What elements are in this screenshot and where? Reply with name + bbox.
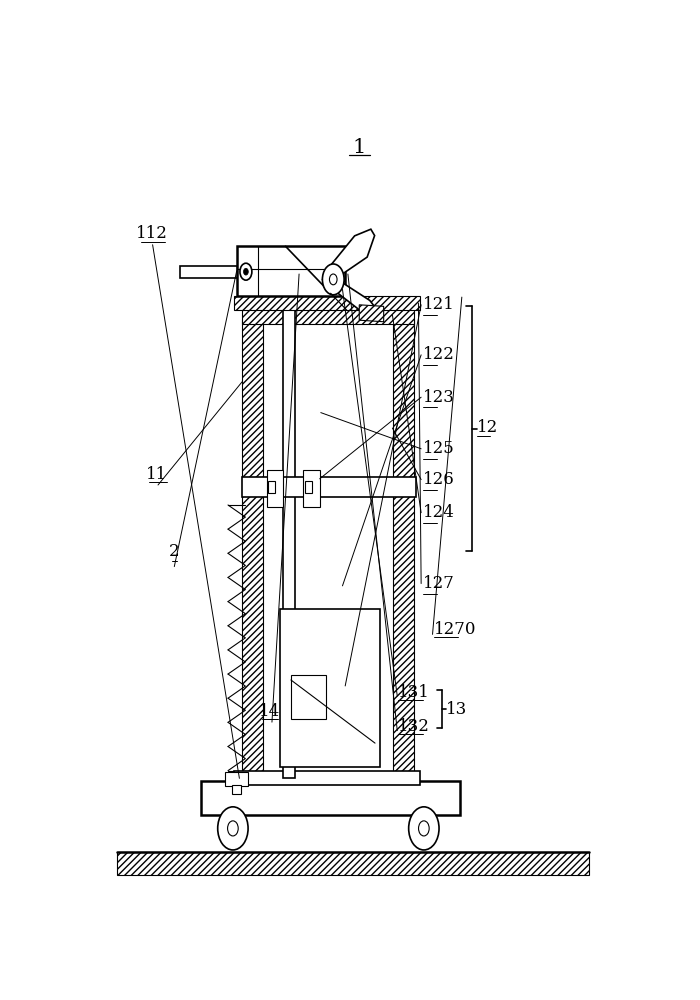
Bar xyxy=(305,481,312,493)
Bar xyxy=(202,781,460,815)
Circle shape xyxy=(330,274,337,285)
Text: 1: 1 xyxy=(352,138,365,157)
Text: 132: 132 xyxy=(398,718,430,735)
Circle shape xyxy=(218,807,248,850)
Bar xyxy=(280,609,381,767)
Bar xyxy=(180,266,237,278)
Text: 2: 2 xyxy=(169,543,180,560)
Text: 12: 12 xyxy=(477,420,498,436)
Bar xyxy=(242,307,414,324)
Text: 125: 125 xyxy=(423,440,454,457)
Text: 1270: 1270 xyxy=(433,621,476,638)
Bar xyxy=(234,771,419,785)
Circle shape xyxy=(409,807,439,850)
Bar xyxy=(267,470,283,507)
Circle shape xyxy=(419,821,429,836)
Circle shape xyxy=(240,263,252,280)
Bar xyxy=(242,320,262,778)
Bar xyxy=(237,246,345,296)
Bar xyxy=(234,296,419,310)
Text: 14: 14 xyxy=(258,703,280,720)
Text: 123: 123 xyxy=(423,389,454,406)
Text: 124: 124 xyxy=(423,504,454,521)
Circle shape xyxy=(228,821,238,836)
Text: 112: 112 xyxy=(136,225,167,242)
Text: 121: 121 xyxy=(423,296,454,313)
Text: 131: 131 xyxy=(398,684,430,701)
Text: 11: 11 xyxy=(146,466,167,483)
Text: 127: 127 xyxy=(423,575,454,592)
Bar xyxy=(291,675,326,719)
Bar xyxy=(393,320,414,778)
Bar xyxy=(232,785,241,794)
Text: 122: 122 xyxy=(423,346,454,363)
Polygon shape xyxy=(359,305,384,322)
Circle shape xyxy=(323,264,344,295)
Bar xyxy=(118,852,589,875)
Circle shape xyxy=(244,268,248,275)
Bar xyxy=(268,481,274,493)
Bar xyxy=(303,470,320,507)
Polygon shape xyxy=(328,273,377,318)
Polygon shape xyxy=(327,229,375,283)
Bar xyxy=(225,772,248,786)
Text: 13: 13 xyxy=(446,701,467,718)
Text: 126: 126 xyxy=(423,471,454,488)
Bar xyxy=(242,477,416,497)
Bar xyxy=(283,309,295,778)
